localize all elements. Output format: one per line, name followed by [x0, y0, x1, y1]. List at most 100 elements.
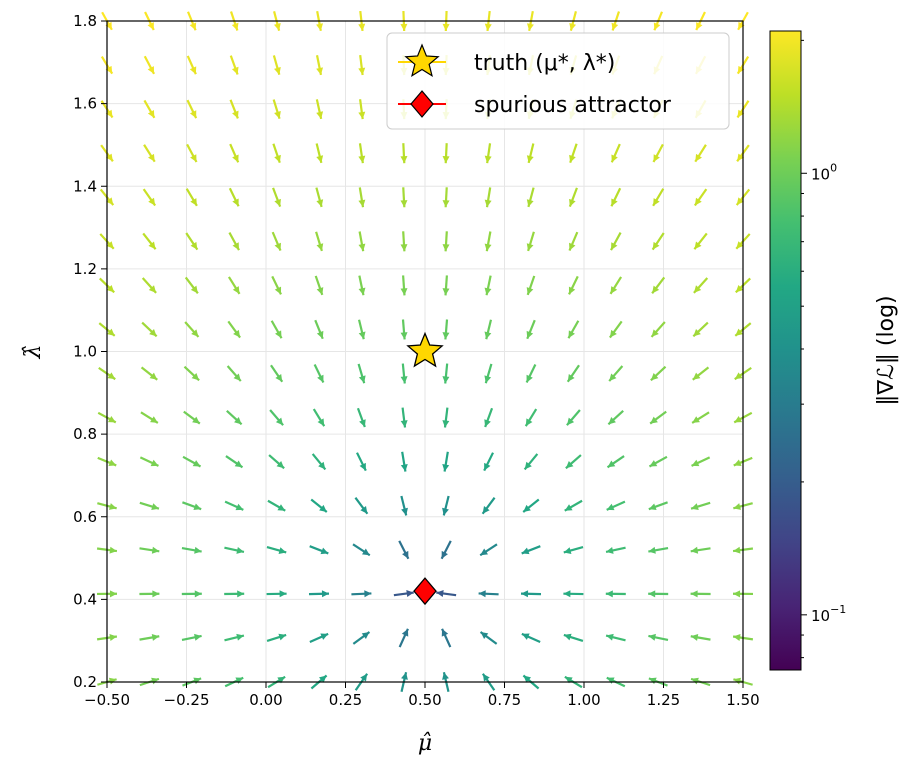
arrow-head	[564, 676, 573, 684]
arrow-head	[400, 376, 408, 384]
field-arrow	[398, 628, 409, 648]
arrow-head	[147, 22, 154, 31]
legend-star-icon	[404, 43, 440, 78]
field-arrow	[185, 188, 198, 207]
field-arrow	[484, 407, 494, 428]
field-arrow	[314, 319, 324, 340]
arrow-head	[482, 673, 490, 682]
arrow-head	[478, 590, 486, 598]
y-axis-label: λ̂	[21, 345, 46, 360]
field-arrow	[186, 143, 198, 163]
field-arrow	[225, 455, 244, 469]
colorbar-tick-label: 10−1	[811, 603, 846, 625]
field-arrow	[310, 498, 328, 513]
arrow-head	[526, 287, 534, 295]
arrow-head	[233, 329, 241, 338]
x-tick-label: 0.25	[329, 691, 362, 709]
field-arrow	[478, 590, 499, 598]
arrow-head	[648, 503, 657, 511]
arrow-head	[151, 677, 159, 685]
field-arrow	[315, 143, 324, 164]
field-arrow	[442, 451, 450, 472]
field-arrow	[309, 632, 329, 643]
arrow-head	[693, 285, 702, 293]
field-arrow	[568, 187, 578, 208]
arrow-head	[484, 23, 492, 31]
field-arrow	[690, 633, 711, 641]
field-arrow	[605, 546, 626, 554]
arrow-head	[189, 22, 197, 31]
field-arrow	[351, 590, 372, 598]
arrow-head	[442, 288, 450, 296]
arrow-head	[108, 503, 117, 510]
arrow-head	[569, 23, 577, 31]
field-arrow	[442, 143, 450, 164]
field-arrow	[526, 231, 535, 252]
arrow-head	[317, 418, 325, 427]
arrow-head	[650, 373, 659, 381]
arrow-head	[401, 507, 408, 516]
x-tick-label: 0.00	[249, 691, 282, 709]
field-arrow	[484, 275, 492, 296]
arrow-head	[274, 154, 281, 163]
field-arrow	[690, 590, 711, 598]
arrow-head	[364, 590, 372, 598]
field-arrow	[229, 55, 239, 75]
arrow-head	[737, 153, 745, 162]
arrow-head	[606, 547, 614, 554]
arrow-head	[149, 328, 157, 337]
arrow-head	[316, 155, 324, 163]
field-arrow	[526, 187, 535, 208]
field-arrow	[648, 455, 668, 468]
field-arrow	[266, 546, 287, 554]
field-arrow	[224, 500, 244, 511]
arrow-head	[231, 22, 239, 31]
field-arrow	[607, 410, 624, 426]
field-arrow	[224, 546, 245, 554]
arrow-head	[401, 672, 408, 680]
arrow-head	[653, 22, 661, 31]
field-arrow	[358, 231, 366, 252]
field-arrow	[442, 319, 450, 340]
arrow-head	[442, 200, 450, 208]
colorbar-tick-exponent: 0	[830, 161, 837, 174]
arrow-head	[275, 374, 283, 382]
arrow-head	[232, 110, 239, 119]
x-tick-label: 1.25	[647, 691, 680, 709]
arrow-head	[527, 23, 534, 31]
arrow-head	[400, 420, 408, 428]
arrow-head	[402, 550, 409, 559]
field-arrow	[567, 320, 580, 339]
colorbar-gradient	[769, 30, 802, 671]
arrow-head	[734, 372, 743, 380]
arrow-head	[235, 503, 244, 511]
arrow-head	[653, 198, 660, 206]
arrow-head	[690, 546, 699, 554]
field-arrow	[526, 319, 536, 340]
field-arrow	[315, 231, 324, 252]
field-arrow	[270, 320, 283, 339]
arrow-head	[442, 23, 450, 31]
arrow-head	[151, 546, 160, 554]
arrow-head	[735, 284, 744, 293]
y-tick-label: 1.0	[73, 343, 97, 361]
arrow-head	[610, 286, 618, 294]
arrow-head	[523, 504, 531, 513]
field-arrow	[442, 495, 450, 516]
arrow-head	[567, 374, 575, 382]
arrow-head	[235, 677, 244, 684]
arrow-head	[648, 546, 656, 554]
legend-box	[386, 32, 730, 130]
arrow-head	[106, 284, 115, 293]
arrow-head	[274, 67, 281, 75]
field-arrow	[442, 363, 450, 384]
field-arrow	[484, 143, 492, 164]
arrow-head	[526, 243, 534, 251]
field-arrow	[690, 501, 711, 510]
arrow-head	[695, 153, 702, 162]
arrow-head	[273, 23, 281, 31]
arrow-head	[400, 288, 408, 296]
field-arrow	[271, 231, 282, 251]
field-arrow	[393, 590, 414, 597]
field-arrow	[313, 364, 325, 384]
